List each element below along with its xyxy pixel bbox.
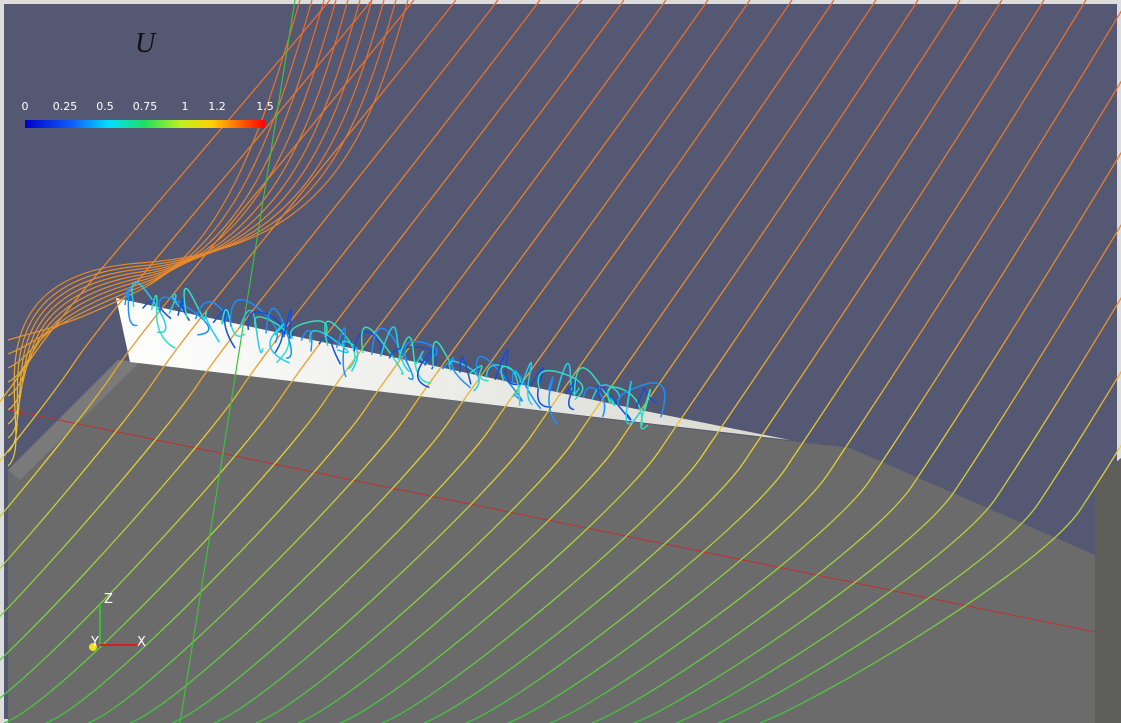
vortex-line [300,329,313,352]
ground [8,360,1095,723]
ground-edge [8,360,140,480]
plate [116,298,790,440]
colorbar-ticks: 0 0.25 0.5 0.75 1 1.2 1.5 [22,100,274,113]
vortex-line [565,380,578,411]
vortex-line [318,336,342,365]
streamline [423,0,1045,723]
streamline [7,0,361,411]
side-wall [1095,458,1121,723]
vortex-line [617,382,666,418]
vortex-line [124,286,138,327]
vortex-line [537,369,584,401]
vortex-line [625,380,641,425]
vortex-lines [124,281,666,430]
z-label: Z [104,592,113,607]
vortex-line [360,326,404,375]
streamline [0,0,415,518]
streamline [213,0,835,723]
vortex-line [269,323,291,364]
streamline [7,0,397,453]
x-label: X [137,635,146,650]
vortex-line [221,308,246,338]
streamline [717,370,1121,723]
vortex-line [597,385,632,421]
colorbar-tick-label: 1 [182,100,189,113]
colorbar [25,120,265,128]
vortex-line [177,297,191,322]
vortex-line [500,365,521,406]
colorbar-tick-label: 1.5 [256,100,274,113]
vortex-line [494,349,523,386]
vortex-line [640,388,652,430]
vortex-line [353,330,383,356]
vortex-line [150,294,176,350]
streamline [129,0,751,723]
vortex-line [547,376,559,426]
streamline [465,0,1087,723]
streamline [0,0,373,462]
streamline [591,151,1121,723]
vortex-line [379,326,411,373]
colorbar-tick-label: 0 [22,100,29,113]
streamline [339,0,961,723]
vortex-line [511,369,542,410]
vortex-line [131,281,167,333]
vortex-line [573,366,616,407]
vortex-line [388,346,437,370]
streamline [179,0,296,723]
streamline [45,0,667,723]
streamline [0,0,583,699]
streamline [507,10,1121,723]
vortex-line [309,330,349,354]
streamline [633,223,1121,723]
vortex-line [475,355,523,402]
colorbar-tick-label: 0.75 [133,100,158,113]
streamline [381,0,1003,723]
vortex-line [403,340,438,363]
vortex-line [591,384,621,400]
colorbar-tick-label: 0.25 [53,100,78,113]
vortex-line [529,367,552,408]
vortex-line [158,296,210,336]
vortex-line [485,364,522,398]
vortex-line [203,310,220,343]
streamline [0,0,457,570]
vortex-line [397,336,431,384]
streamline [7,0,373,425]
y-label: Y [90,635,99,650]
colorbar-tick-label: 1.2 [208,100,226,113]
vortex-line [635,387,658,409]
vortex-line [194,301,228,324]
streamline [87,0,709,723]
vortex-line [289,320,328,340]
vortex-line [230,298,279,344]
red-line [9,409,1096,633]
vortex-line [324,320,356,370]
colorbar-title: U [135,28,157,59]
streamline [7,0,349,397]
vortex-line [168,293,184,315]
streamline [7,0,385,439]
vortex-line [520,361,534,406]
streamline [0,0,541,661]
vortex-line [253,316,290,364]
streamline [255,0,877,723]
vortex-line [341,340,359,372]
streamline [7,0,409,467]
streamline [297,0,919,723]
streamline [0,0,499,618]
streamline [549,80,1121,723]
colorbar-tick-label: 0.5 [96,100,114,113]
y-axis [89,643,97,651]
vortex-line [607,386,643,426]
vortex-line [459,356,472,385]
axes-triad: Z Y X [89,592,146,651]
streamline [759,444,1121,723]
streamline [675,297,1121,723]
streamline [171,0,793,723]
vortex-line [212,307,236,349]
